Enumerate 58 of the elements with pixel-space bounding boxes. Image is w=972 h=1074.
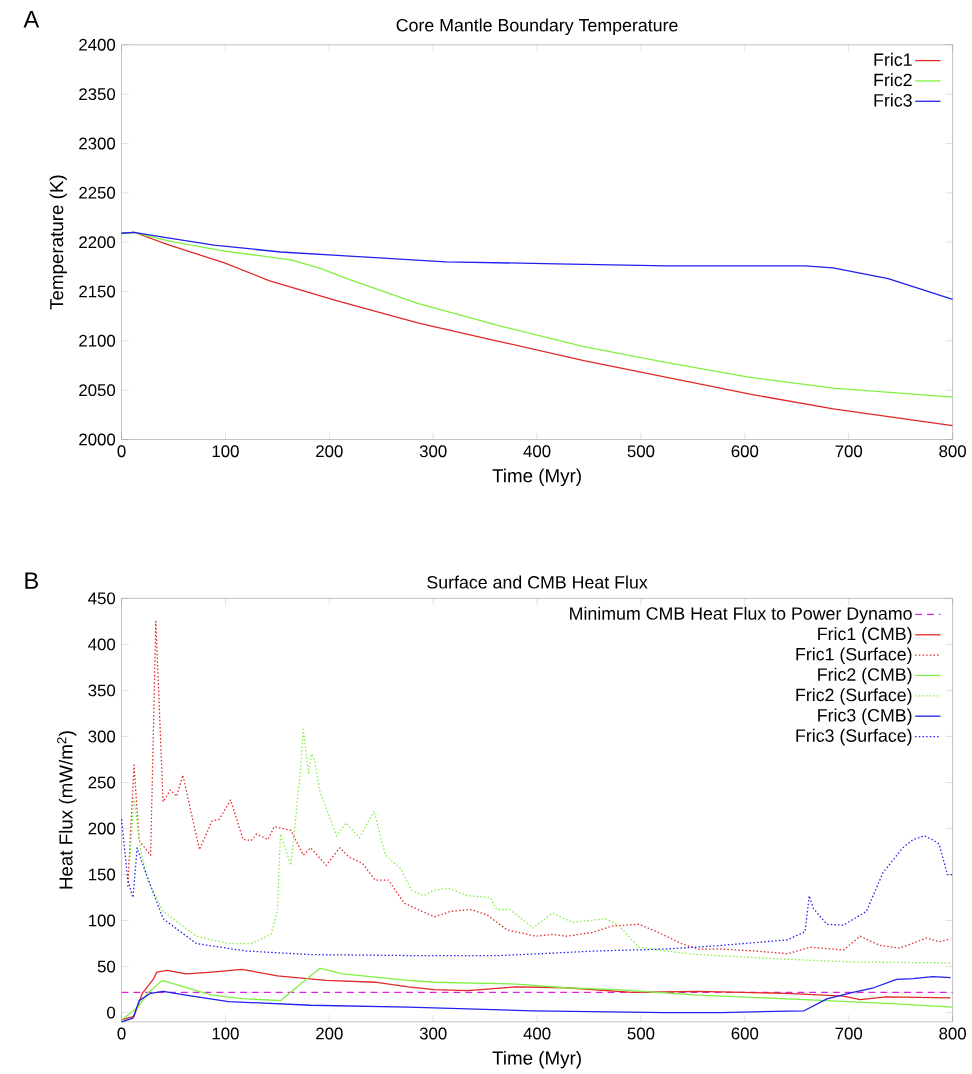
chart-title: Core Mantle Boundary Temperature [396,18,678,36]
y-tick-label: 400 [88,638,115,651]
legend-label: Fric3 (Surface) [796,728,912,746]
x-tick-label: 700 [835,445,862,458]
x-tick-label: 100 [212,445,239,458]
x-tick-label: 600 [731,1027,759,1040]
y-tick-label: 2300 [79,137,115,150]
legend-label: Fric3 (CMB) [818,708,912,726]
x-tick-label: 100 [212,1027,239,1040]
y-tick-label: 350 [88,684,115,697]
x-tick-label: 600 [731,445,759,458]
y-tick-label: 200 [88,822,115,835]
x-tick-label: 500 [627,1027,655,1040]
y-tick-label: 2050 [79,384,115,397]
y-tick-label: 2100 [79,334,115,347]
line-series [129,728,952,964]
x-tick-label: 400 [523,445,551,458]
x-tick-label: 200 [316,445,343,458]
y-tick-label: 2200 [79,236,115,249]
x-tick-label: 800 [939,445,966,458]
y-tick-label: 2000 [79,433,115,446]
x-tick-label: 300 [419,445,447,458]
legend-label: Fric2 [874,73,912,87]
chart-title: Surface and CMB Heat Flux [427,575,648,589]
legend-label: Minimum CMB Heat Flux to Power Dynamo [570,606,912,624]
x-tick-label: 0 [117,1027,126,1040]
x-tick-label: 700 [835,1027,862,1040]
y-tick-label: 2150 [79,285,115,298]
y-tick-label: 450 [88,592,115,605]
y-tick-label: 2400 [79,38,115,51]
legend-label: Fric2 (CMB) [818,667,912,685]
x-tick-label: 400 [523,1027,551,1040]
x-tick-label: 200 [316,1027,343,1040]
legend-label: Fric2 (Surface) [796,688,912,705]
x-axis-title: Time (Myr) [492,468,581,487]
y-tick-label: 0 [106,1006,115,1019]
x-tick-label: 300 [419,1027,447,1040]
text: B [25,572,38,589]
y-tick-label: 250 [88,776,115,789]
line-series [120,976,952,1023]
line-series [120,231,954,300]
legend-label: Fric1 (CMB) [818,627,912,644]
y-tick-label: 2350 [79,88,115,101]
x-axis-title: Time (Myr) [492,1050,581,1069]
y-tick-label: 50 [97,960,115,973]
x-tick-label: 800 [939,1027,966,1040]
y-tick-label: 300 [88,730,115,743]
text: A [23,11,40,28]
y-axis-title: Heat Flux (mW/m$^{2}$) [56,731,77,889]
legend-label: Fric3 [874,93,912,107]
y-tick-label: 150 [88,868,115,881]
legend-label: Fric1 (Surface) [796,647,912,665]
y-axis-title: Temperature (K) [49,175,67,310]
y-tick-label: 100 [88,914,115,927]
x-tick-label: 0 [117,445,126,458]
x-tick-label: 500 [627,445,655,458]
legend-label: Fric1 [874,52,912,66]
y-tick-label: 2250 [79,186,115,199]
